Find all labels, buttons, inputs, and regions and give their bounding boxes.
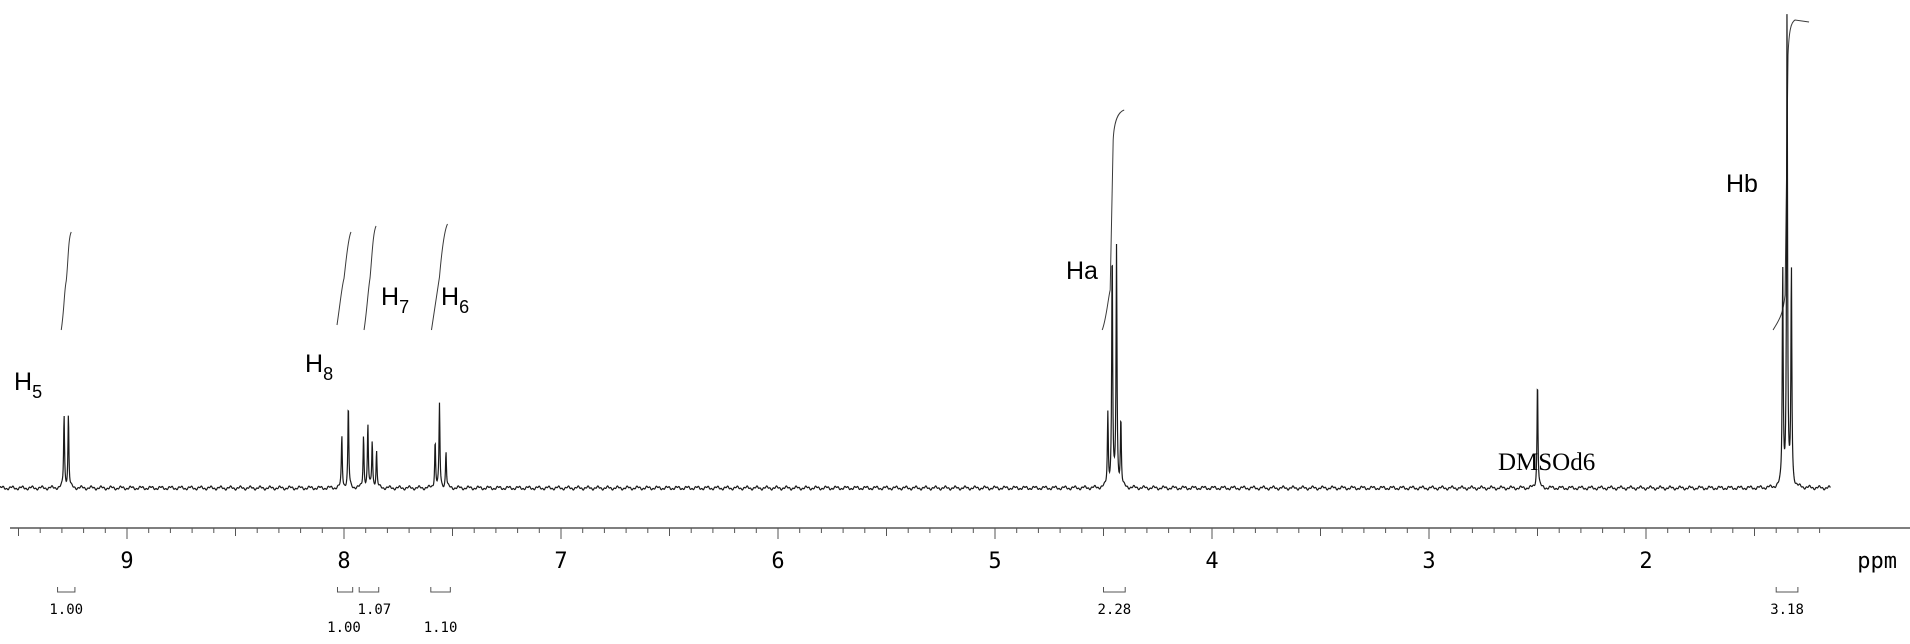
integral-value: 1.10 bbox=[424, 620, 458, 636]
integral-curve bbox=[60, 231, 72, 331]
peak-label: H7 bbox=[381, 283, 409, 317]
integral-bracket bbox=[1103, 587, 1126, 593]
integral-curves bbox=[60, 19, 1810, 331]
x-tick-label: 5 bbox=[988, 549, 1001, 574]
integral-bracket bbox=[336, 587, 354, 593]
spectrum-trace-group bbox=[0, 14, 1831, 491]
integral-markers: 1.00 1.00 1.07 1.10 2.28 3.18 bbox=[49, 587, 1804, 636]
integral-curve bbox=[430, 223, 448, 331]
integral-bracket bbox=[57, 587, 76, 593]
integral-curve bbox=[363, 225, 377, 331]
peak-label: H5 bbox=[14, 368, 42, 402]
peak-label: H6 bbox=[441, 283, 469, 317]
integral-curve bbox=[336, 231, 352, 326]
integral-bracket bbox=[358, 587, 380, 593]
x-tick-label: 7 bbox=[554, 549, 567, 574]
solvent-label: DMSOd6 bbox=[1498, 449, 1595, 476]
peak-label: Ha bbox=[1066, 257, 1098, 285]
x-tick-label: 4 bbox=[1205, 549, 1218, 574]
x-tick-label: 6 bbox=[771, 549, 784, 574]
peak-label: H8 bbox=[305, 350, 333, 384]
peak-labels: H5 H8 H7 H6 Ha DMSOd6 Hb bbox=[14, 170, 1758, 476]
integral-value: 1.07 bbox=[358, 602, 392, 618]
peak-label: Hb bbox=[1726, 170, 1758, 198]
integral-value: 1.00 bbox=[327, 620, 361, 636]
integral-curve bbox=[1101, 109, 1125, 331]
x-tick-label: 3 bbox=[1422, 549, 1435, 574]
x-axis-label: ppm bbox=[1857, 549, 1897, 574]
x-tick-label: 9 bbox=[120, 549, 133, 574]
integral-value: 3.18 bbox=[1770, 602, 1804, 618]
integral-curve bbox=[1772, 19, 1810, 331]
integral-bracket bbox=[430, 587, 451, 593]
x-tick-label: 2 bbox=[1639, 549, 1652, 574]
spectrum-trace bbox=[0, 14, 1831, 491]
x-tick-label: 8 bbox=[337, 549, 350, 574]
integral-value: 2.28 bbox=[1097, 602, 1131, 618]
integral-value: 1.00 bbox=[49, 602, 83, 618]
integral-bracket bbox=[1775, 587, 1799, 593]
ppm-axis: 9 8 7 6 5 4 3 2 ppm bbox=[10, 527, 1910, 574]
